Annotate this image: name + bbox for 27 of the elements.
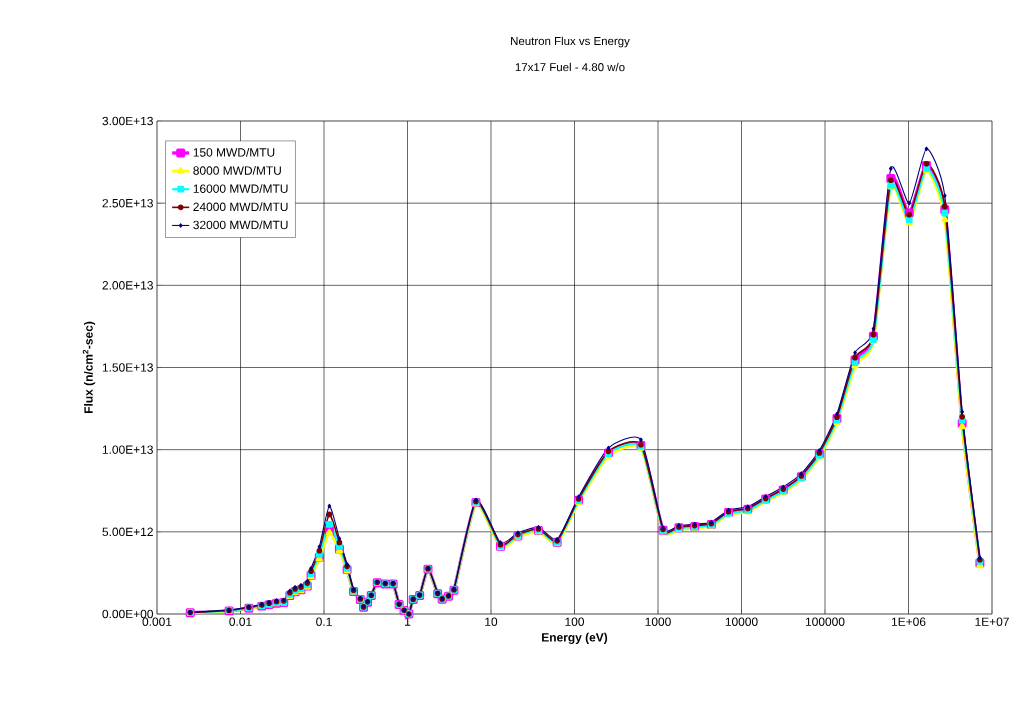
x-tick-label: 1 [405, 617, 411, 626]
y-tick-label: 0.00E+00 [102, 609, 154, 619]
legend-label: 24000 MWD/MTU [193, 202, 288, 212]
x-tick-label: 1000 [645, 617, 671, 626]
x-tick-label: 0.01 [229, 617, 252, 626]
y-tick-label: 2.50E+13 [102, 198, 153, 208]
y-tick-label: 1.50E+13 [102, 363, 153, 372]
y-tick-label: 1.00E+13 [102, 445, 153, 454]
x-tick-label: 100 [565, 617, 585, 626]
y-tick-label: 5.00E+12 [102, 527, 153, 537]
legend-label: 32000 MWD/MTU [193, 220, 288, 230]
x-tick-label: 0.001 [142, 617, 172, 626]
x-tick-label: 10 [485, 617, 498, 626]
legend-label: 150 MWD/MTU [193, 147, 275, 157]
y-axis-title: Flux (n/cm$^{2}$-sec) [82, 321, 96, 414]
x-axis-title: Energy (eV) [542, 632, 608, 645]
chart-title: Neutron Flux vs Energy [511, 36, 630, 48]
legend-label: 8000 MWD/MTU [193, 166, 281, 175]
x-tick-label: 0.1 [316, 617, 332, 626]
legend-label: 16000 MWD/MTU [193, 184, 288, 193]
y-tick-label: 3.00E+13 [102, 116, 153, 126]
x-tick-label: 1E+07 [975, 617, 1009, 626]
x-tick-label: 10000 [725, 617, 758, 626]
x-tick-label: 1E+06 [891, 617, 926, 626]
x-tick-label: 100000 [805, 617, 845, 626]
chart-subtitle: 17x17 Fuel - 4.80 w/o [515, 62, 625, 72]
y-tick-label: 2.00E+13 [102, 281, 153, 290]
